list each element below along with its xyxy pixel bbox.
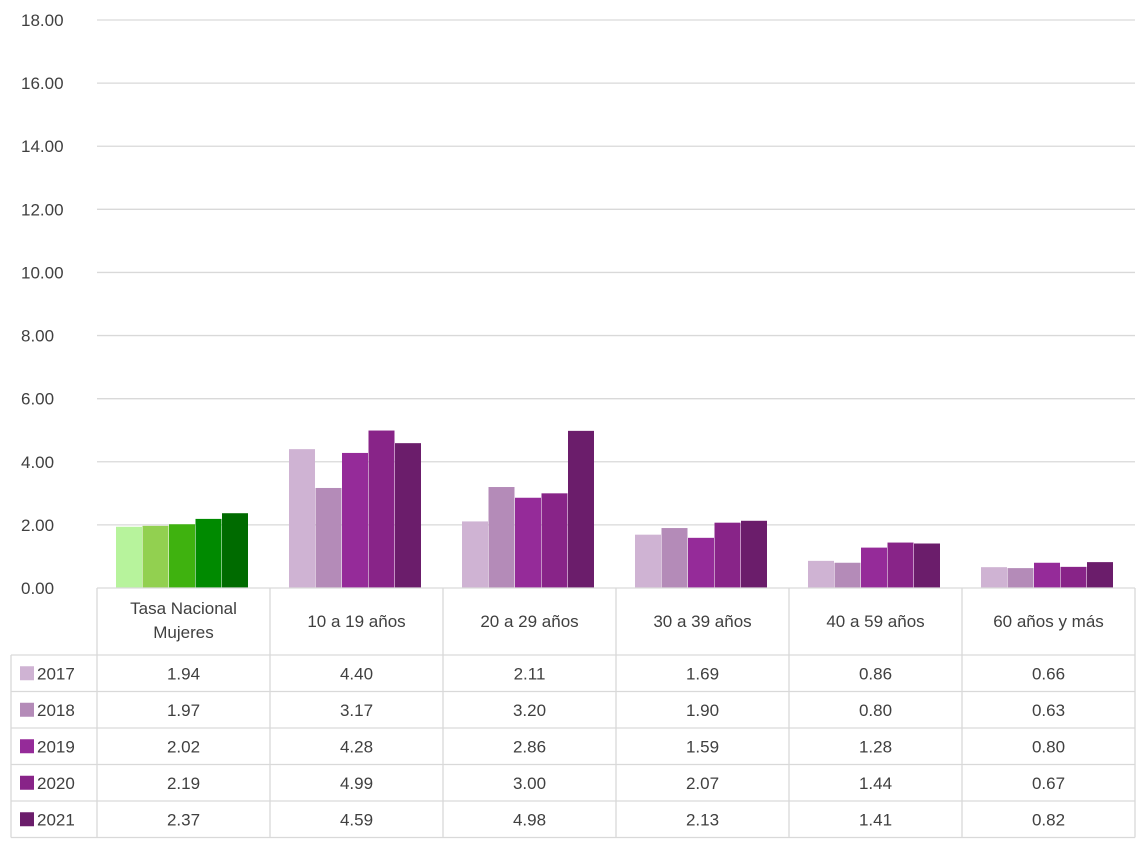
legend-swatch-2017 xyxy=(20,666,34,681)
table-cell-value: 2.02 xyxy=(167,737,200,756)
table-cell-value: 1.28 xyxy=(859,737,892,756)
bar-2019-cat-5 xyxy=(1034,562,1060,588)
table-cell-value: 0.82 xyxy=(1032,810,1065,829)
y-tick-label: 0.00 xyxy=(21,579,54,598)
x-category-label: 10 a 19 años xyxy=(307,612,405,631)
x-category-label: Tasa Nacional xyxy=(130,599,237,618)
table-cell-value: 3.20 xyxy=(513,701,546,720)
bar-2018-cat-0 xyxy=(142,525,169,588)
bar-2017-cat-3 xyxy=(635,534,661,588)
bar-2021-cat-3 xyxy=(741,520,767,588)
table-cell-value: 0.67 xyxy=(1032,774,1065,793)
table-cell-value: 1.69 xyxy=(686,664,719,683)
bar-2017-cat-2 xyxy=(462,521,488,588)
bar-2018-cat-4 xyxy=(834,562,861,588)
legend-swatch-2021 xyxy=(20,812,34,827)
table-cell-value: 2.11 xyxy=(514,664,546,683)
y-tick-label: 8.00 xyxy=(21,327,54,346)
table-cell-value: 4.59 xyxy=(340,810,373,829)
bars xyxy=(116,430,1113,588)
table-cell-value: 0.80 xyxy=(859,701,892,720)
data-table: Tasa Nacional Mujeres 10 a 19 años 20 a 29 … xyxy=(10,587,1136,839)
y-tick-label: 2.00 xyxy=(21,516,54,535)
y-tick-label: 18.00 xyxy=(21,11,64,30)
table-cell-value: 1.90 xyxy=(686,701,719,720)
table-cell-value: 2.07 xyxy=(686,774,719,793)
table-cell-value: 4.28 xyxy=(340,737,373,756)
legend-label-2020: 2020 xyxy=(37,774,75,793)
bar-2018-cat-1 xyxy=(315,487,342,588)
bar-2020-cat-2 xyxy=(541,493,568,588)
table-cell-value: 2.37 xyxy=(167,810,200,829)
bar-2019-cat-3 xyxy=(688,537,714,588)
y-tick-label: 10.00 xyxy=(21,263,64,282)
y-tick-label: 12.00 xyxy=(21,200,64,219)
table-cell-value: 2.86 xyxy=(513,737,546,756)
x-category-label: Mujeres xyxy=(153,623,213,642)
bar-2020-cat-4 xyxy=(887,542,914,588)
x-category-label: 60 años y más xyxy=(993,612,1104,631)
bar-2018-cat-2 xyxy=(488,487,515,588)
bar-2017-cat-4 xyxy=(808,560,834,588)
legend-swatch-2019 xyxy=(20,739,34,754)
legend-swatch-2018 xyxy=(20,702,34,717)
table-cell-value: 1.44 xyxy=(859,774,892,793)
legend-swatch-2020 xyxy=(20,775,34,790)
table-cell-value: 1.97 xyxy=(167,701,200,720)
bar-2021-cat-1 xyxy=(395,443,421,588)
legend-label-2017: 2017 xyxy=(37,664,75,683)
table-cell-value: 3.00 xyxy=(513,774,546,793)
bar-2017-cat-0 xyxy=(116,526,142,588)
bar-2020-cat-5 xyxy=(1060,566,1087,588)
table-cell-value: 4.40 xyxy=(340,664,373,683)
table-cell-value: 0.80 xyxy=(1032,737,1065,756)
bar-2018-cat-5 xyxy=(1007,568,1034,588)
table-cell-value: 0.66 xyxy=(1032,664,1065,683)
y-tick-label: 4.00 xyxy=(21,453,54,472)
bar-2021-cat-2 xyxy=(568,430,594,588)
bar-2018-cat-3 xyxy=(661,528,688,588)
legend-label-2019: 2019 xyxy=(37,737,75,756)
legend-label-2021: 2021 xyxy=(37,810,75,829)
table-cell-value: 3.17 xyxy=(340,701,373,720)
gridlines xyxy=(97,19,1135,526)
y-axis: 0.00 2.00 4.00 6.00 8.00 10.00 12.00 14.00 16.00… xyxy=(21,11,64,598)
legend-label-2018: 2018 xyxy=(37,701,75,720)
x-category-label: 20 a 29 años xyxy=(480,612,578,631)
table-cell-value: 2.19 xyxy=(167,774,200,793)
bar-2020-cat-0 xyxy=(195,518,222,588)
bar-2019-cat-1 xyxy=(342,452,368,588)
x-category-label: 30 a 39 años xyxy=(653,612,751,631)
table-cell-value: 4.99 xyxy=(340,774,373,793)
table-cell-value: 2.13 xyxy=(686,810,719,829)
bar-2021-cat-0 xyxy=(222,513,248,588)
table-cell-value: 0.63 xyxy=(1032,701,1065,720)
y-tick-label: 14.00 xyxy=(21,137,64,156)
bar-2017-cat-1 xyxy=(289,449,315,588)
bar-2020-cat-3 xyxy=(714,522,741,588)
bar-2020-cat-1 xyxy=(368,430,395,588)
x-category-label: 40 a 59 años xyxy=(826,612,924,631)
bar-2021-cat-5 xyxy=(1087,562,1113,588)
bar-2019-cat-4 xyxy=(861,547,887,588)
table-cell-value: 1.94 xyxy=(167,664,200,683)
table-cell-value: 0.86 xyxy=(859,664,892,683)
y-tick-label: 16.00 xyxy=(21,74,64,93)
y-tick-label: 6.00 xyxy=(21,390,54,409)
table-cell-value: 1.59 xyxy=(686,737,719,756)
bar-2019-cat-0 xyxy=(169,524,195,588)
bar-2019-cat-2 xyxy=(515,497,541,588)
table-cell-value: 1.41 xyxy=(859,810,892,829)
bar-2021-cat-4 xyxy=(914,543,940,588)
table-cell-value: 4.98 xyxy=(513,810,546,829)
bar-2017-cat-5 xyxy=(981,567,1007,588)
